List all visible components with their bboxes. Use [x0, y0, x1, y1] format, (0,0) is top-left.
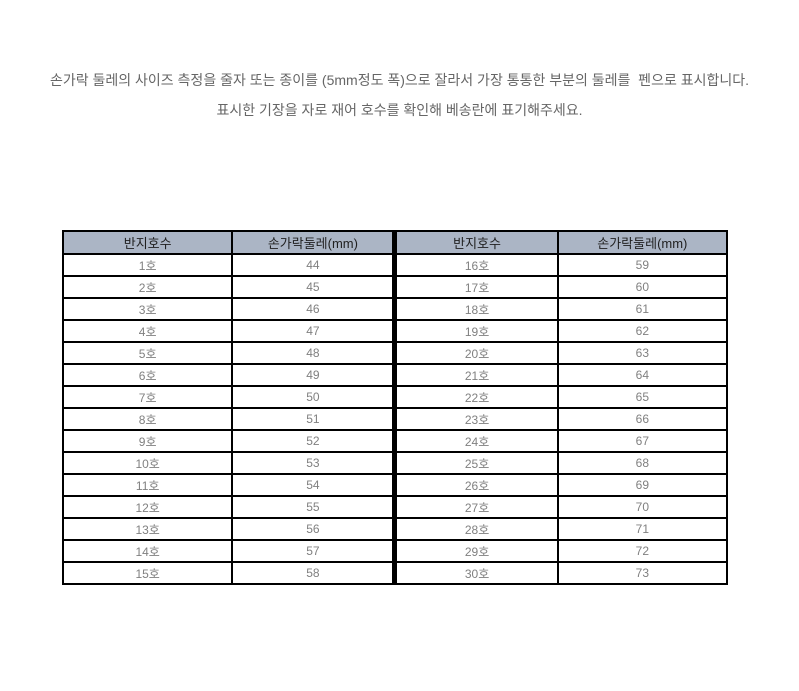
ring-size-cell: 26호	[392, 473, 559, 497]
circumference-cell: 44	[231, 253, 396, 277]
ring-size-cell: 9호	[61, 429, 234, 453]
ring-size-table: 반지호수 손가락둘레(mm) 반지호수 손가락둘레(mm) 1호 44 16호 59 2…	[61, 230, 729, 585]
ring-size-cell: 7호	[61, 385, 234, 409]
ring-size-cell: 3호	[61, 297, 234, 321]
circumference-cell: 73	[556, 561, 729, 585]
ring-size-cell: 8호	[61, 407, 234, 431]
ring-size-cell: 17호	[392, 275, 559, 299]
table-row: 3호 46 18호 61	[61, 297, 729, 321]
table-row: 8호 51 23호 66	[61, 407, 729, 431]
circumference-cell: 66	[556, 407, 729, 431]
ring-size-cell: 18호	[392, 297, 559, 321]
circumference-cell: 64	[556, 363, 729, 387]
header-circumference-left: 손가락둘레(mm)	[231, 230, 396, 255]
circumference-cell: 50	[231, 385, 396, 409]
ring-size-cell: 15호	[61, 561, 234, 585]
circumference-cell: 49	[231, 363, 396, 387]
circumference-cell: 62	[556, 319, 729, 343]
ring-size-cell: 22호	[392, 385, 559, 409]
ring-size-cell: 19호	[392, 319, 559, 343]
ring-size-cell: 27호	[392, 495, 559, 519]
header-ring-size-right: 반지호수	[392, 230, 559, 255]
circumference-cell: 63	[556, 341, 729, 365]
ring-size-cell: 20호	[392, 341, 559, 365]
table-header: 반지호수 손가락둘레(mm) 반지호수 손가락둘레(mm)	[61, 230, 729, 255]
circumference-cell: 60	[556, 275, 729, 299]
circumference-cell: 68	[556, 451, 729, 475]
table-row: 11호 54 26호 69	[61, 473, 729, 497]
ring-size-cell: 16호	[392, 253, 559, 277]
table-row: 13호 56 28호 71	[61, 517, 729, 541]
header-ring-size-left: 반지호수	[61, 230, 234, 255]
ring-size-cell: 28호	[392, 517, 559, 541]
instructions: 손가락 둘레의 사이즈 측정을 줄자 또는 종이를 (5mm정도 폭)으로 잘라…	[0, 72, 799, 118]
header-row: 반지호수 손가락둘레(mm) 반지호수 손가락둘레(mm)	[61, 230, 729, 255]
ring-size-cell: 1호	[61, 253, 234, 277]
ring-size-cell: 25호	[392, 451, 559, 475]
circumference-cell: 53	[231, 451, 396, 475]
instruction-line-2: 표시한 기장을 자로 재어 호수를 확인해 베송란에 표기해주세요.	[216, 102, 583, 118]
circumference-cell: 69	[556, 473, 729, 497]
circumference-cell: 45	[231, 275, 396, 299]
circumference-cell: 59	[556, 253, 729, 277]
circumference-cell: 70	[556, 495, 729, 519]
table-row: 2호 45 17호 60	[61, 275, 729, 299]
ring-size-cell: 29호	[392, 539, 559, 563]
circumference-cell: 56	[231, 517, 396, 541]
table-row: 10호 53 25호 68	[61, 451, 729, 475]
ring-size-cell: 14호	[61, 539, 234, 563]
circumference-cell: 52	[231, 429, 396, 453]
circumference-cell: 57	[231, 539, 396, 563]
circumference-cell: 72	[556, 539, 729, 563]
ring-size-cell: 10호	[61, 451, 234, 475]
ring-size-cell: 21호	[392, 363, 559, 387]
circumference-cell: 54	[231, 473, 396, 497]
instruction-line-1: 손가락 둘레의 사이즈 측정을 줄자 또는 종이를 (5mm정도 폭)으로 잘라…	[49, 72, 750, 88]
ring-size-cell: 11호	[61, 473, 234, 497]
circumference-cell: 71	[556, 517, 729, 541]
ring-size-cell: 12호	[61, 495, 234, 519]
circumference-cell: 58	[231, 561, 396, 585]
table-row: 14호 57 29호 72	[61, 539, 729, 563]
table-row: 5호 48 20호 63	[61, 341, 729, 365]
circumference-cell: 67	[556, 429, 729, 453]
table-row: 7호 50 22호 65	[61, 385, 729, 409]
ring-size-cell: 23호	[392, 407, 559, 431]
size-table-body: 1호 44 16호 59 2호 45 17호 60 3호 46 18호 61 4호 47 19호 62 5호 48…	[61, 253, 729, 585]
circumference-cell: 51	[231, 407, 396, 431]
ring-size-cell: 5호	[61, 341, 234, 365]
ring-size-table-wrap: 반지호수 손가락둘레(mm) 반지호수 손가락둘레(mm) 1호 44 16호 59 2…	[61, 230, 729, 585]
table-row: 12호 55 27호 70	[61, 495, 729, 519]
ring-size-cell: 30호	[392, 561, 559, 585]
circumference-cell: 61	[556, 297, 729, 321]
header-circumference-right: 손가락둘레(mm)	[556, 230, 729, 255]
table-row: 9호 52 24호 67	[61, 429, 729, 453]
ring-size-cell: 24호	[392, 429, 559, 453]
circumference-cell: 55	[231, 495, 396, 519]
ring-size-cell: 13호	[61, 517, 234, 541]
table-row: 6호 49 21호 64	[61, 363, 729, 387]
table-row: 1호 44 16호 59	[61, 253, 729, 277]
table-row: 15호 58 30호 73	[61, 561, 729, 585]
circumference-cell: 65	[556, 385, 729, 409]
ring-size-cell: 6호	[61, 363, 234, 387]
circumference-cell: 46	[231, 297, 396, 321]
table-row: 4호 47 19호 62	[61, 319, 729, 343]
ring-size-cell: 4호	[61, 319, 234, 343]
circumference-cell: 47	[231, 319, 396, 343]
ring-size-cell: 2호	[61, 275, 234, 299]
circumference-cell: 48	[231, 341, 396, 365]
